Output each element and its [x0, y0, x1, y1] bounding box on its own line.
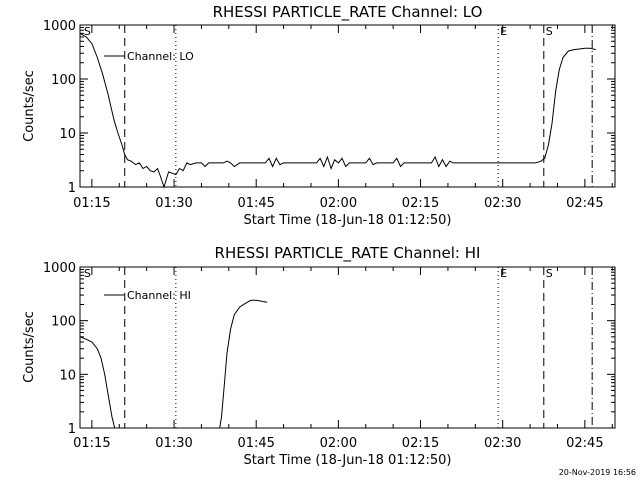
- panel1-y-tick-label: 1: [68, 181, 76, 196]
- panel1-x-tick-label: 02:45: [566, 196, 603, 211]
- panel2-x-tick-label: 01:15: [73, 436, 110, 451]
- panel2-y-axis-label: Counts/sec: [22, 311, 37, 383]
- panel2-chart-title: RHESSI PARTICLE_RATE Channel: HI: [215, 244, 481, 263]
- panel2-y-tick-label: 1: [68, 422, 76, 437]
- panel1-y-axis-label: Counts/sec: [22, 70, 37, 142]
- panel2-series-line: [79, 299, 268, 429]
- panel2-y-tick-label: 10: [59, 368, 76, 383]
- panel1-y-tick-label: 10: [59, 127, 76, 142]
- panel1-legend-label: Channel: LO: [127, 50, 194, 63]
- panel2-x-tick-label: 02:00: [320, 436, 357, 451]
- panel2-event-marker-label: S: [84, 267, 91, 280]
- panel2-x-axis-label: Start Time (18-Jun-18 01:12:50): [244, 453, 452, 468]
- panel2-y-tick-label: 1000: [43, 261, 76, 276]
- panel1-chart-title: RHESSI PARTICLE_RATE Channel: LO: [213, 3, 483, 22]
- panel1-x-tick-label: 01:30: [155, 196, 192, 211]
- panel1-x-tick-label: 02:15: [402, 196, 439, 211]
- panel1-event-marker-label: S: [546, 25, 553, 38]
- panel1-x-tick-label: 01:15: [73, 196, 110, 211]
- panel1-event-marker-label: E: [500, 25, 507, 38]
- panel2-x-tick-label: 01:30: [155, 436, 192, 451]
- panel1-series-line: [79, 32, 596, 189]
- panel2-y-tick-label: 100: [51, 315, 76, 330]
- panel1-x-tick-label: 01:45: [237, 196, 274, 211]
- panel2-legend-label: Channel: HI: [127, 289, 191, 302]
- panel1-x-axis-label: Start Time (18-Jun-18 01:12:50): [244, 213, 452, 228]
- panel1-plot-frame: [79, 24, 616, 188]
- panel1-y-tick-label: 1000: [43, 19, 76, 34]
- panel1-x-tick-label: 02:00: [320, 196, 357, 211]
- panel1-y-tick-label: 100: [51, 73, 76, 88]
- panel2-event-marker-label: E: [500, 267, 507, 280]
- panel2-x-tick-label: 02:30: [484, 436, 521, 451]
- panel2-x-tick-label: 01:45: [237, 436, 274, 451]
- panel2-plot-frame: [79, 266, 616, 429]
- panel1-x-tick-label: 02:30: [484, 196, 521, 211]
- footer-timestamp: 20-Nov-2019 16:56: [559, 468, 636, 477]
- panel2-event-marker-label: S: [546, 267, 553, 280]
- panel2-x-tick-label: 02:45: [566, 436, 603, 451]
- panel2-x-tick-label: 02:15: [402, 436, 439, 451]
- panel1-event-marker-label: S: [84, 25, 91, 38]
